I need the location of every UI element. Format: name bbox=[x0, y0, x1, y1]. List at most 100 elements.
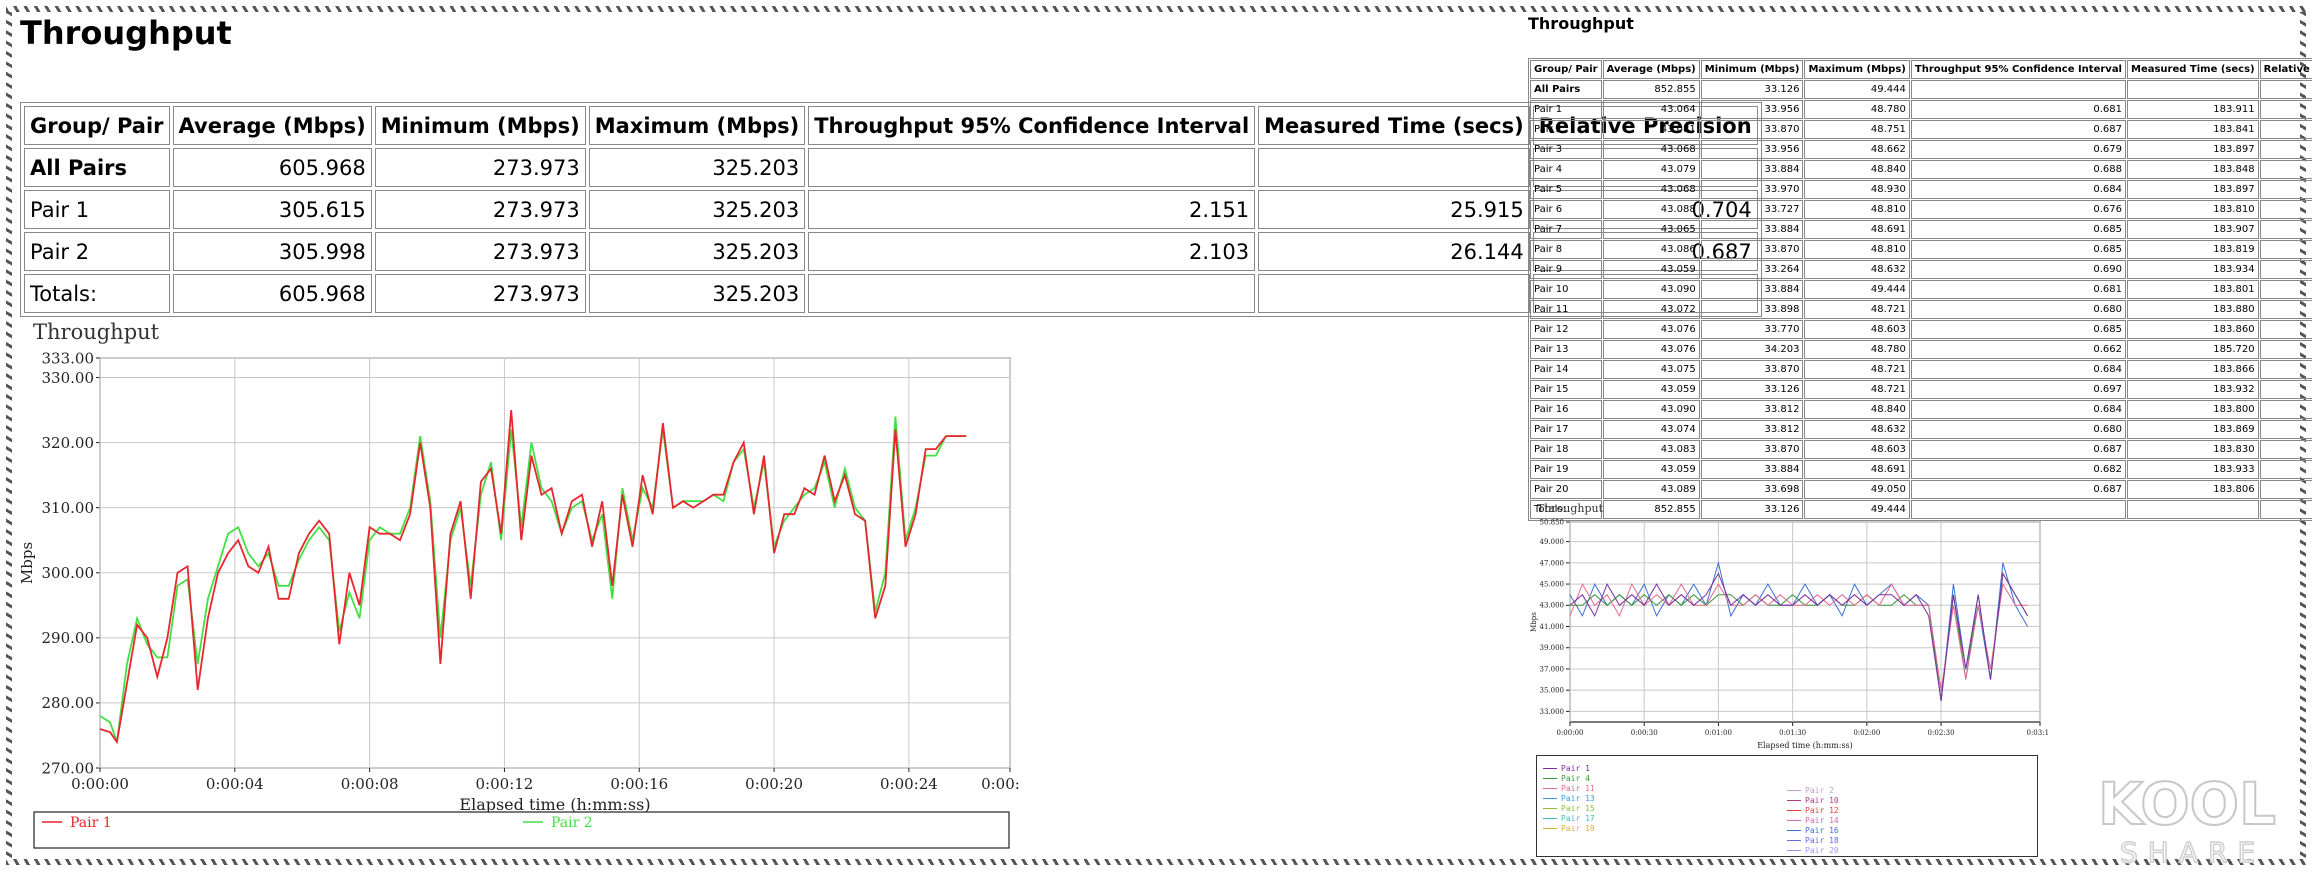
cell-avg: 43.089 bbox=[1602, 480, 1700, 499]
cell-min: 273.973 bbox=[374, 274, 586, 313]
table-row: Pair 1843.08333.87048.6030.687183.8301.5… bbox=[1530, 440, 2312, 459]
cell-max: 325.203 bbox=[588, 190, 806, 229]
table-row: Pair 743.06533.88448.6910.685183.9071.59… bbox=[1530, 220, 2312, 239]
legend-swatch bbox=[1787, 830, 1801, 831]
table-row: Pair 1543.05933.12648.7210.697183.9321.6… bbox=[1530, 380, 2312, 399]
cell-min: 33.264 bbox=[1700, 260, 1804, 279]
cell-min: 33.884 bbox=[1700, 280, 1804, 299]
cell-max: 49.444 bbox=[1804, 280, 1910, 299]
x-tick-label: 0:00:20 bbox=[745, 775, 803, 793]
cell-ci: 0.684 bbox=[1910, 400, 2126, 419]
legend-label: Pair 14 bbox=[1805, 816, 1839, 825]
cell-avg: 43.079 bbox=[1602, 160, 1700, 179]
legend-item: Pair 13 bbox=[1543, 794, 1595, 804]
legend-label: Pair 17 bbox=[1561, 814, 1595, 823]
cell-ci: 0.682 bbox=[1910, 460, 2126, 479]
x-tick-label: 0:00:12 bbox=[476, 775, 534, 793]
y-tick-label: 310.00 bbox=[42, 499, 95, 517]
cell-avg: 305.615 bbox=[172, 190, 372, 229]
cell-rp: 1.587 bbox=[2259, 400, 2312, 419]
cell-avg: 43.068 bbox=[1602, 180, 1700, 199]
cell-min: 33.698 bbox=[1700, 480, 1804, 499]
x-tick-label: 0:00:04 bbox=[206, 775, 264, 793]
table-row: Pair 1043.09033.88449.4440.681183.8011.5… bbox=[1530, 280, 2312, 299]
x-axis-label: Elapsed time (h:mm:ss) bbox=[459, 795, 650, 814]
cell-time: 25.915 bbox=[1258, 190, 1530, 229]
cell-min: 33.970 bbox=[1700, 180, 1804, 199]
cell-time: 183.911 bbox=[2127, 100, 2259, 119]
series-line-pair-1 bbox=[1569, 571, 2029, 701]
table-row: Pair 543.06833.97048.9300.684183.8971.58… bbox=[1530, 180, 2312, 199]
cell-avg: 43.081 bbox=[1602, 120, 1700, 139]
cell-rp: 1.596 bbox=[2259, 160, 2312, 179]
cell-avg: 43.086 bbox=[1602, 240, 1700, 259]
cell-avg: 43.075 bbox=[1602, 360, 1700, 379]
legend-swatch bbox=[1787, 820, 1801, 821]
row-label: Pair 20 bbox=[1530, 480, 1602, 499]
y-tick-label: 41.000 bbox=[1540, 623, 1565, 631]
y-tick-label: 49.000 bbox=[1540, 538, 1565, 546]
cell-ci: 0.687 bbox=[1910, 120, 2126, 139]
cell-max: 48.751 bbox=[1804, 120, 1910, 139]
cell-time: 183.934 bbox=[2127, 260, 2259, 279]
cell-avg: 43.059 bbox=[1602, 380, 1700, 399]
cell-ci: 2.103 bbox=[808, 232, 1256, 271]
watermark-logo: KOOL bbox=[2098, 770, 2276, 838]
row-label: Pair 8 bbox=[1530, 240, 1602, 259]
cell-min: 33.870 bbox=[1700, 240, 1804, 259]
cell-ci: 0.684 bbox=[1910, 180, 2126, 199]
row-label: Pair 17 bbox=[1530, 420, 1602, 439]
cell-min: 273.973 bbox=[374, 190, 586, 229]
cell-time: 183.830 bbox=[2127, 440, 2259, 459]
chart-legend bbox=[33, 811, 1010, 849]
row-label: Pair 13 bbox=[1530, 340, 1602, 359]
cell-avg: 43.076 bbox=[1602, 320, 1700, 339]
cell-min: 33.884 bbox=[1700, 460, 1804, 479]
column-header: Group/ Pair bbox=[1530, 60, 1602, 79]
cell-max: 48.780 bbox=[1804, 100, 1910, 119]
cell-max: 48.810 bbox=[1804, 200, 1910, 219]
x-axis-label: Elapsed time (h:mm:ss) bbox=[1757, 741, 1853, 750]
table-row: Totals: 852.855 33.126 49.444 bbox=[1530, 500, 2312, 519]
legend-item: Pair 4 bbox=[1543, 774, 1595, 784]
cell-time bbox=[1258, 274, 1530, 313]
series-line-pair-4 bbox=[1569, 582, 2028, 691]
cell-time bbox=[1258, 148, 1530, 187]
cell-avg: 43.083 bbox=[1602, 440, 1700, 459]
cell-avg: 43.064 bbox=[1602, 100, 1700, 119]
legend-item: Pair 1 bbox=[1543, 764, 1595, 774]
cell-ci: 0.681 bbox=[1910, 280, 2126, 299]
column-header: Relative Precision bbox=[1532, 106, 1758, 145]
row-label: All Pairs bbox=[24, 148, 170, 187]
cell-min: 33.126 bbox=[1700, 80, 1804, 99]
cell-min: 33.884 bbox=[1700, 160, 1804, 179]
table-row: Pair 1343.07634.20348.7800.662185.7201.5… bbox=[1530, 340, 2312, 359]
cell-time: 183.848 bbox=[2127, 160, 2259, 179]
cell-time bbox=[2127, 500, 2259, 519]
small-chart-legend: Pair 1 Pair 4 Pair 11 Pair 13 Pair 15 Pair 17… bbox=[1536, 755, 2038, 857]
column-header: Maximum (Mbps) bbox=[1804, 60, 1910, 79]
cell-time: 183.880 bbox=[2127, 300, 2259, 319]
cell-ci bbox=[1910, 80, 2126, 99]
table-row: Pair 1643.09033.81248.8400.684183.8001.5… bbox=[1530, 400, 2312, 419]
x-tick-label: 0:00:24 bbox=[880, 775, 938, 793]
cell-time: 183.897 bbox=[2127, 180, 2259, 199]
cell-rp: 1.569 bbox=[2259, 200, 2312, 219]
legend-swatch bbox=[1787, 840, 1801, 841]
table-row: Pair 443.07933.88448.8400.688183.8481.59… bbox=[1530, 160, 2312, 179]
cell-avg: 43.090 bbox=[1602, 400, 1700, 419]
cell-ci: 2.151 bbox=[808, 190, 1256, 229]
legend-swatch bbox=[1543, 818, 1557, 819]
x-tick-label: 0:00:16 bbox=[610, 775, 668, 793]
cell-ci bbox=[808, 274, 1256, 313]
row-label: Pair 18 bbox=[1530, 440, 1602, 459]
cell-rp: 1.591 bbox=[2259, 320, 2312, 339]
legend-label-pair-2: Pair 2 bbox=[551, 815, 593, 831]
legend-label: Pair 20 bbox=[1805, 846, 1839, 855]
cell-min: 34.203 bbox=[1700, 340, 1804, 359]
legend-item: Pair 17 bbox=[1543, 814, 1595, 824]
cell-ci: 0.685 bbox=[1910, 320, 2126, 339]
legend-item: Pair 16 bbox=[1787, 826, 1839, 836]
column-header: Maximum (Mbps) bbox=[588, 106, 806, 145]
row-label: Pair 1 bbox=[24, 190, 170, 229]
